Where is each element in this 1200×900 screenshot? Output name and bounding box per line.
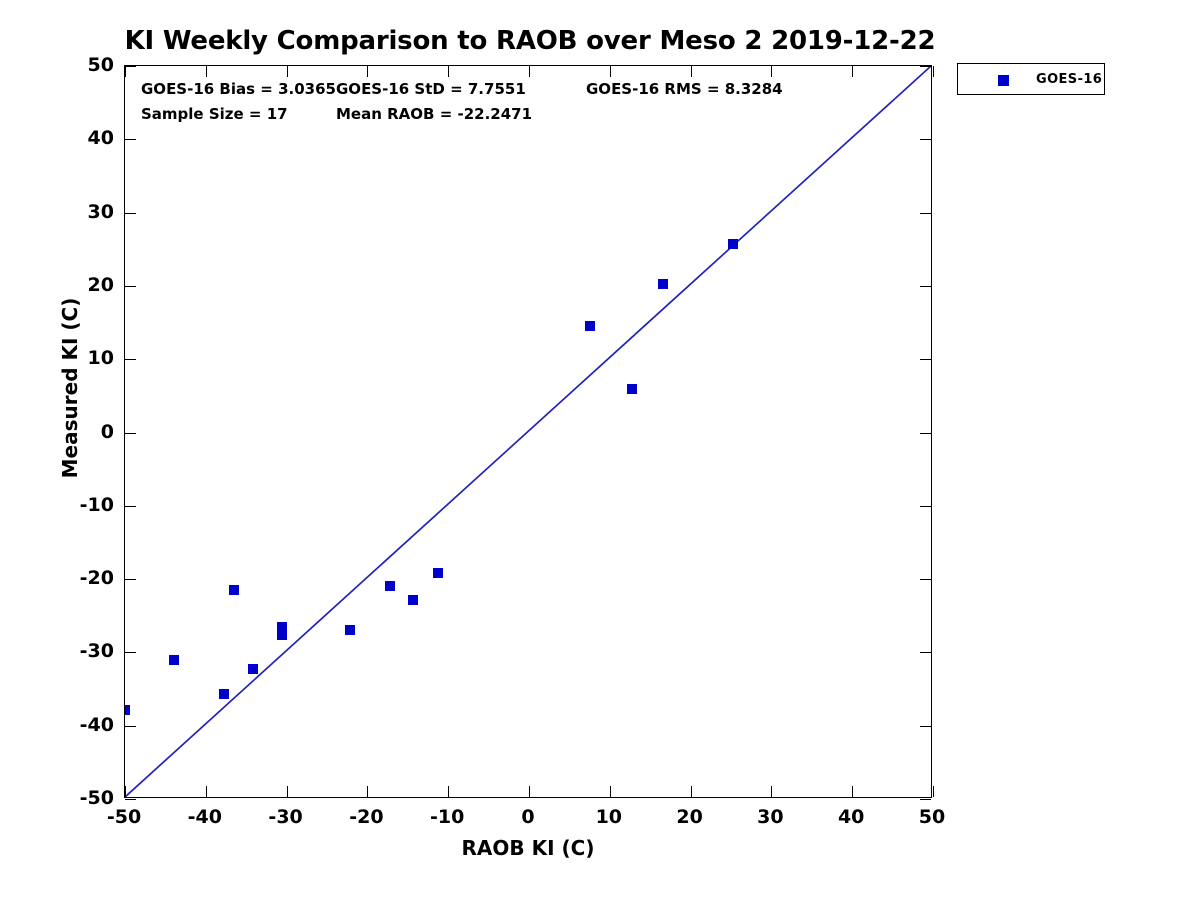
data-point [728,239,739,250]
stat-std: GOES-16 StD = 7.7551 [336,80,526,98]
data-point [276,621,287,632]
x-tick [609,786,611,797]
y-tick [125,652,136,654]
x-tick-label: -30 [268,806,303,828]
y-tick [920,579,931,581]
x-tick-label: -20 [349,806,384,828]
x-tick [367,66,369,77]
y-tick [125,139,136,141]
data-point [229,585,240,596]
x-tick [367,786,369,797]
x-tick [286,66,288,77]
y-tick-label: -20 [79,567,114,590]
y-tick-label: 10 [87,347,114,370]
x-tick [690,66,692,77]
stat-bias: GOES-16 Bias = 3.0365 [141,80,336,98]
y-tick [125,579,136,581]
data-point [658,279,669,290]
legend-swatch-goes-16 [998,75,1009,86]
x-tick-label: 40 [837,806,865,828]
y-tick [125,505,136,507]
plot-canvas [125,66,931,797]
y-tick [920,285,931,287]
y-tick [920,432,931,434]
y-tick-label: -50 [79,787,114,809]
y-tick [125,432,136,434]
stat-sample-size: Sample Size = 17 [141,105,288,123]
x-tick [286,786,288,797]
data-point [219,689,230,700]
legend[interactable]: GOES-16 [957,63,1105,95]
x-tick [771,66,773,77]
y-tick [920,139,931,141]
y-tick [125,799,136,800]
y-tick [125,359,136,361]
data-point [344,624,355,635]
data-point [432,568,443,579]
x-tick [933,786,934,797]
data-point [408,595,419,606]
y-tick-label: 40 [87,127,114,150]
y-tick-label: 30 [87,200,114,223]
y-tick [125,66,136,67]
x-tick [690,786,692,797]
x-tick-label: -40 [187,806,222,828]
y-tick [125,212,136,214]
x-tick [125,66,126,77]
y-tick [920,799,931,800]
x-tick [205,786,207,797]
data-point [385,581,396,592]
y-tick [125,725,136,727]
data-point [626,383,637,394]
one-to-one-line [125,66,931,797]
x-tick [852,66,854,77]
x-tick [609,66,611,77]
y-tick-label: 0 [100,420,114,443]
stat-rms: GOES-16 RMS = 8.3284 [586,80,783,98]
x-tick [529,66,530,77]
x-axis-tick-labels: -50 -40 -30 -20 -10 0 10 20 30 40 50 [107,806,945,832]
y-tick [920,652,931,654]
x-tick [529,786,530,797]
y-tick [920,66,931,67]
y-tick [920,212,931,214]
x-tick-label: 0 [521,806,535,828]
x-tick [933,66,934,77]
y-tick-label: -40 [79,713,114,736]
x-tick-label: 10 [595,806,623,828]
data-point [169,654,180,665]
x-tick [852,786,854,797]
y-tick [125,285,136,287]
x-tick [448,66,450,77]
stat-mean-raob: Mean RAOB = -22.2471 [336,105,533,123]
x-tick-label: 50 [918,806,946,828]
y-axis-title: Measured KI (C) [58,297,82,479]
y-tick-label: 20 [87,273,114,296]
data-point [247,663,258,674]
data-point [584,321,595,332]
data-point [276,629,287,640]
x-tick [125,786,126,797]
x-tick-label: -50 [106,806,142,828]
x-tick [771,786,773,797]
x-axis-title: RAOB KI (C) [461,836,595,860]
y-tick [920,725,931,727]
page-title: KI Weekly Comparison to RAOB over Meso 2… [124,26,936,56]
legend-label-goes-16: GOES-16 [1036,72,1103,87]
x-tick-label: -10 [430,806,465,828]
y-tick-label: -30 [79,640,114,663]
y-tick [920,505,931,507]
plot-area [124,65,934,800]
data-point [125,705,130,716]
y-tick-label: 50 [87,54,114,76]
x-tick [205,66,207,77]
y-axis-tick-labels: -50 -40 -30 -20 -10 0 10 20 30 40 50 [0,54,114,809]
x-tick-label: 20 [676,806,703,828]
y-tick [920,359,931,361]
y-tick-label: -10 [79,493,114,516]
x-tick [448,786,450,797]
x-tick-label: 30 [757,806,784,828]
